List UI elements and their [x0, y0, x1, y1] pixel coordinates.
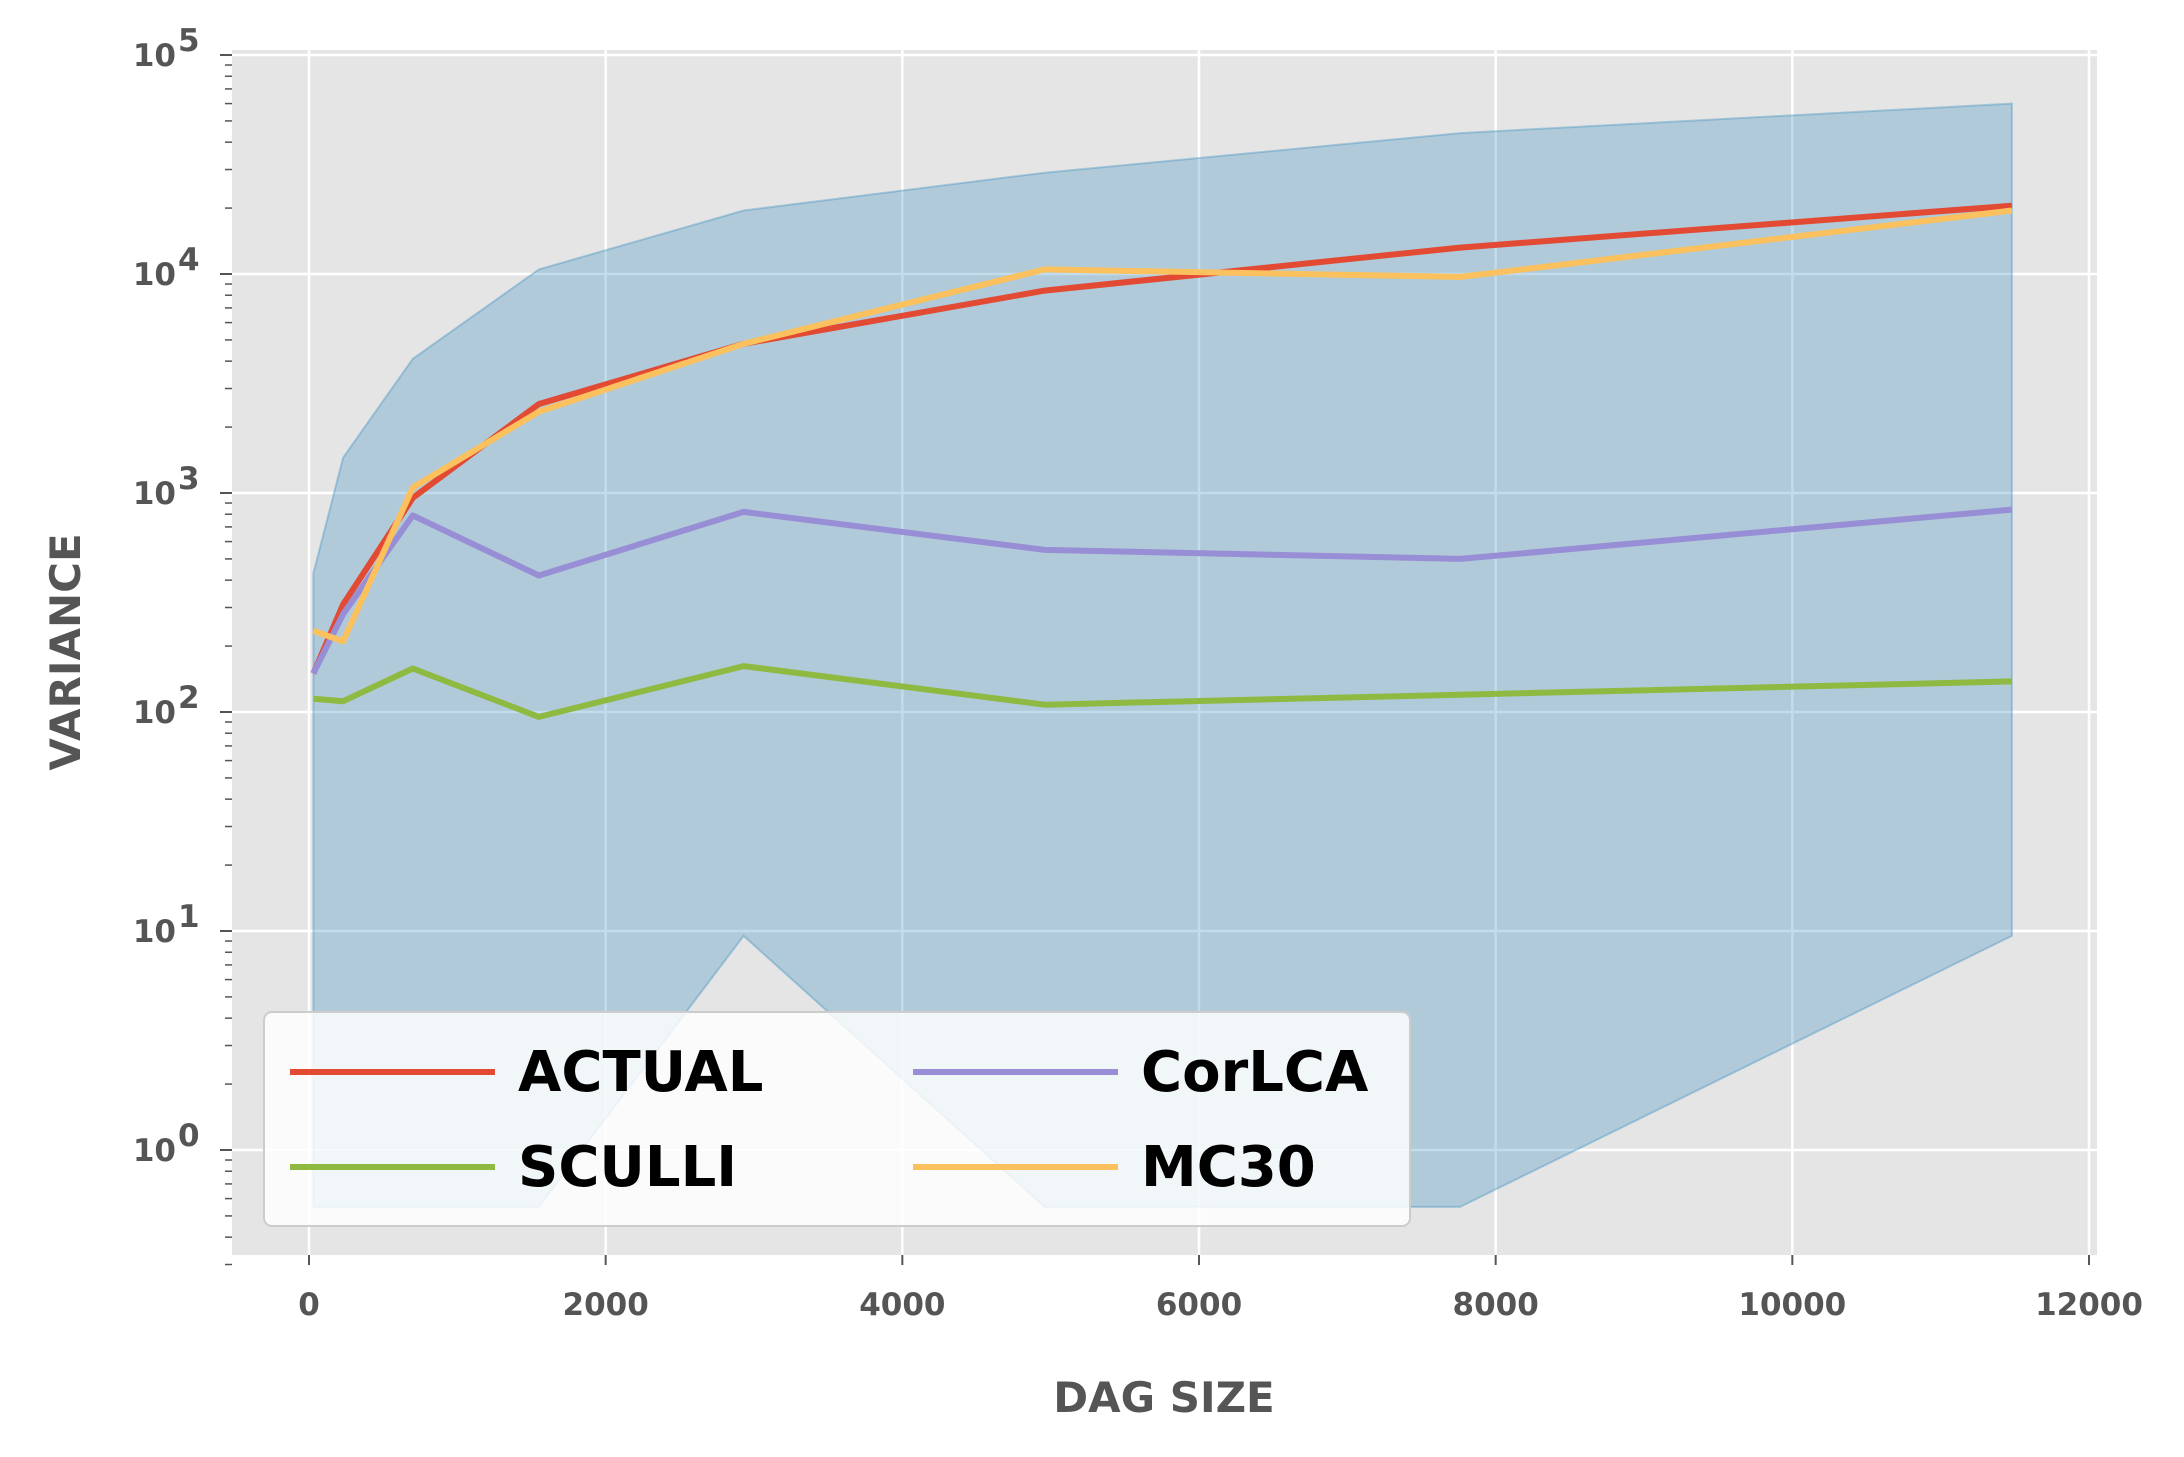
legend-label-sculli: SCULLI — [518, 1135, 737, 1200]
y-tick-label: 10 — [133, 1133, 176, 1169]
y-axis-label: VARIANCE — [41, 533, 90, 770]
legend-label-actual: ACTUAL — [518, 1040, 763, 1105]
y-tick-exponent: 4 — [178, 242, 200, 278]
y-tick-exponent: 1 — [178, 899, 200, 935]
x-tick-label: 8000 — [1453, 1287, 1539, 1323]
y-tick-label: 10 — [133, 695, 176, 731]
x-axis-label: DAG SIZE — [1053, 1373, 1274, 1422]
y-tick-label: 10 — [133, 914, 176, 950]
y-tick-label: 10 — [133, 257, 176, 293]
x-tick-label: 2000 — [563, 1287, 649, 1323]
y-tick-label: 10 — [133, 38, 176, 74]
x-tick-label: 4000 — [859, 1287, 945, 1323]
series-line-actual — [310, 202, 2013, 675]
x-tick-label: 12000 — [2035, 1287, 2143, 1323]
x-tick-label: 0 — [298, 1287, 320, 1323]
legend: ACTUAL SCULLI CorLCA MC30 — [263, 1011, 1411, 1227]
series-line-sculli — [313, 663, 2012, 720]
x-axis-ticks: 0 2000 4000 6000 8000 10000 12000 — [298, 1255, 2143, 1323]
y-tick-label: 10 — [133, 476, 176, 512]
x-tick-label: 10000 — [1738, 1287, 1846, 1323]
series-line-corlca — [310, 506, 2013, 675]
y-tick-exponent: 0 — [178, 1118, 200, 1154]
series-line-mc30 — [312, 207, 2013, 645]
y-tick-exponent: 2 — [178, 680, 200, 716]
series-lines — [310, 202, 2013, 720]
legend-label-corlca: CorLCA — [1141, 1040, 1369, 1105]
legend-box — [263, 1011, 1411, 1227]
y-tick-exponent: 5 — [178, 23, 200, 59]
y-tick-exponent: 3 — [178, 461, 200, 497]
legend-label-mc30: MC30 — [1141, 1135, 1316, 1200]
x-tick-label: 6000 — [1156, 1287, 1242, 1323]
